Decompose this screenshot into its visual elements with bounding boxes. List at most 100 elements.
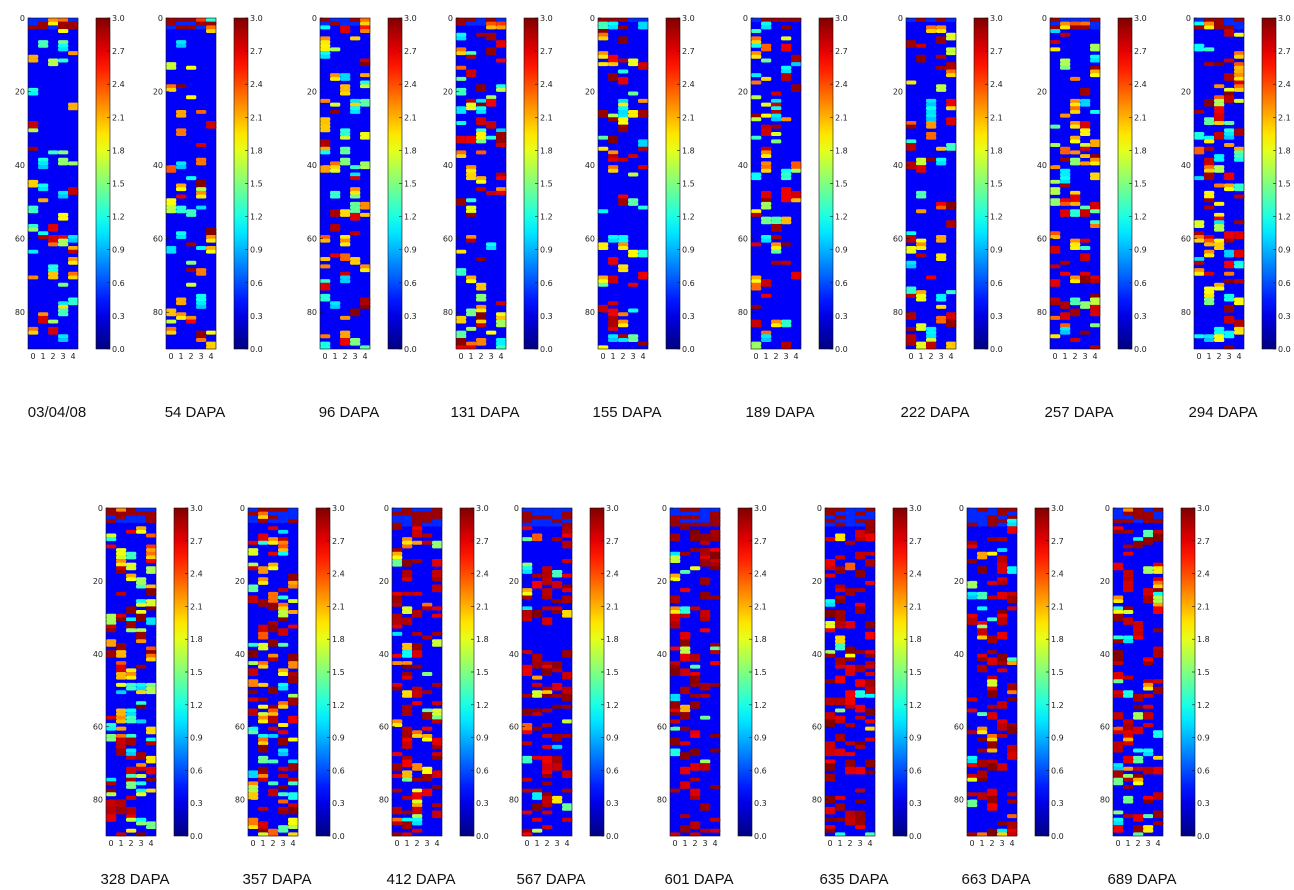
heatmap-cell xyxy=(1070,150,1081,155)
heatmap-cell xyxy=(967,540,978,545)
heatmap-cell xyxy=(1224,231,1235,236)
heatmap-cell xyxy=(1224,143,1235,148)
heatmap-cell xyxy=(126,784,137,789)
heatmap-cell xyxy=(1123,584,1134,589)
heatmap-cell xyxy=(761,161,772,166)
heatmap-cell xyxy=(48,271,59,276)
heatmap-cell xyxy=(1133,515,1144,520)
y-tick-label: 40 xyxy=(585,161,595,170)
heatmap-cell xyxy=(865,708,876,713)
heatmap-cell xyxy=(1214,337,1225,342)
heatmap-cell xyxy=(618,76,629,81)
heatmap-cell xyxy=(136,602,147,607)
heatmap-cell xyxy=(1123,606,1134,611)
heatmap-cell xyxy=(456,120,467,125)
heatmap-cell xyxy=(1234,301,1245,306)
colorbar-tick-label: 1.5 xyxy=(540,180,553,189)
colorbar-tick-label: 1.8 xyxy=(404,146,417,155)
heatmap-cell xyxy=(761,279,772,284)
heatmap-cell xyxy=(761,234,772,239)
heatmap-cell xyxy=(288,792,299,797)
heatmap-cell xyxy=(186,212,197,217)
heatmap-cell xyxy=(48,18,59,22)
heatmap-cell xyxy=(542,799,553,804)
heatmap-cell xyxy=(196,194,207,199)
heatmap-cell xyxy=(1194,43,1205,48)
heatmap-cell xyxy=(1113,726,1124,731)
heatmap-cell xyxy=(1090,209,1101,214)
heatmap-cell xyxy=(476,128,487,133)
colorbar-tick-label: 2.4 xyxy=(1197,570,1210,579)
heatmap-cell xyxy=(791,168,802,173)
heatmap-cell xyxy=(466,172,477,177)
heatmap-cell xyxy=(1204,334,1215,339)
y-tick-label: 60 xyxy=(509,723,519,732)
x-tick-label: 3 xyxy=(783,352,788,361)
heatmap-cell xyxy=(186,242,197,247)
heatmap-cell xyxy=(456,345,467,350)
heatmap-cell xyxy=(1153,646,1164,651)
heatmap-cell xyxy=(422,708,433,713)
heatmap-cell xyxy=(700,508,711,512)
y-tick-label: 80 xyxy=(1181,308,1191,317)
heatmap-cell xyxy=(936,297,947,302)
heatmap-cell xyxy=(360,201,371,206)
heatmap-cell xyxy=(598,304,609,309)
heatmap-cell xyxy=(456,268,467,273)
x-tick-label: 4 xyxy=(1092,352,1097,361)
heatmap-cell xyxy=(126,551,137,556)
heatmap-cell xyxy=(781,319,792,324)
heatmap-cell xyxy=(1080,21,1091,26)
panel-caption: 412 DAPA xyxy=(387,871,456,888)
heatmap-cell xyxy=(166,249,177,254)
heatmap-cell xyxy=(825,741,836,746)
heatmap-cell xyxy=(1090,54,1101,59)
heatmap-cell xyxy=(1214,168,1225,173)
heatmap-cell xyxy=(855,679,866,684)
heatmap-cell xyxy=(542,569,553,574)
heatmap-cell xyxy=(618,319,629,324)
heatmap-cell xyxy=(268,719,279,724)
heatmap-cell xyxy=(1070,238,1081,243)
heatmap-cell xyxy=(835,518,846,523)
heatmap-cell xyxy=(476,106,487,111)
x-tick-label: 1 xyxy=(468,352,473,361)
panel-caption: 131 DAPA xyxy=(451,404,520,421)
heatmap-cell xyxy=(278,828,289,833)
heatmap-cell xyxy=(835,664,846,669)
heatmap-cell xyxy=(825,522,836,527)
heatmap-cell xyxy=(1143,723,1154,727)
heatmap-cell xyxy=(751,286,762,291)
heatmap-cell xyxy=(751,323,762,328)
heatmap-cell xyxy=(320,25,331,30)
heatmap-cell xyxy=(1060,260,1071,265)
heatmap-cell xyxy=(608,308,619,313)
heatmap-cell xyxy=(402,821,413,826)
heatmap-cell xyxy=(392,518,403,523)
heatmap-cell xyxy=(946,47,957,52)
heatmap-cell xyxy=(781,176,792,181)
heatmap-cell xyxy=(146,770,157,775)
x-tick-label: 2 xyxy=(773,352,778,361)
heatmap-cell xyxy=(126,748,137,753)
y-tick-label: 20 xyxy=(1181,88,1191,97)
heatmap-cell xyxy=(1194,109,1205,114)
heatmap-cell xyxy=(186,18,197,22)
heatmap-cell xyxy=(562,672,573,676)
heatmap-cell xyxy=(542,577,553,582)
heatmap-cell xyxy=(476,257,487,262)
heatmap-cell xyxy=(761,220,772,225)
heatmap-cell xyxy=(28,227,39,232)
heatmap-cell xyxy=(1224,279,1235,284)
heatmap-cell xyxy=(68,51,79,56)
heatmap-cell xyxy=(146,533,157,538)
heatmap-cell xyxy=(542,774,553,778)
heatmap-cell xyxy=(258,642,269,647)
heatmap-cell xyxy=(288,657,299,662)
heatmap-cell xyxy=(946,345,957,350)
heatmap-cell xyxy=(432,613,443,618)
heatmap-cell xyxy=(916,165,927,170)
heatmap-background xyxy=(967,508,1017,836)
heatmap-cell xyxy=(196,190,207,195)
